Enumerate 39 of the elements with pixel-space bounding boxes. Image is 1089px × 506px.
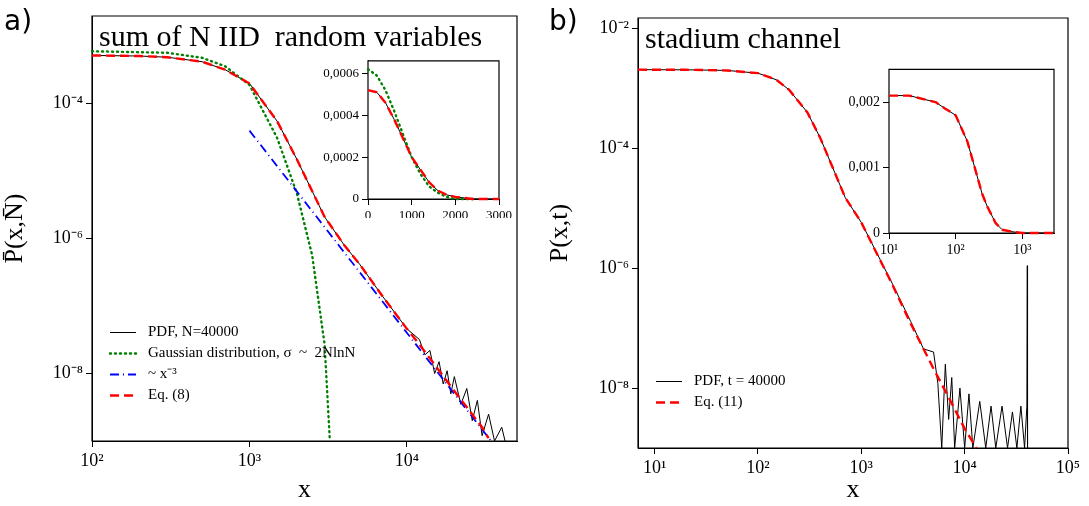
y-tick-label: 10⁻⁴: [598, 137, 629, 158]
legend-label: PDF, N=40000: [148, 323, 239, 340]
y-tick-label: 10⁻⁸: [598, 376, 629, 397]
text: a): [4, 4, 33, 37]
legend-label: Gaussian distribution, σ ~ 2NlnN: [148, 344, 356, 361]
x-axis-title: x: [298, 474, 311, 504]
y-tick-label: 10⁻⁸: [52, 362, 83, 383]
x-tick-label: 10²: [746, 456, 770, 477]
y-tick-label: 0: [873, 224, 880, 240]
y-tick-label: 0,001: [848, 159, 880, 175]
text: b): [549, 4, 578, 37]
x-tick-label: 10³: [849, 456, 874, 477]
x-tick-label: 10⁵: [1055, 456, 1081, 477]
x-tick-label: 10¹: [879, 242, 899, 258]
chart-title: sum of N IID random variables: [99, 19, 483, 52]
y-axis-title: P(x,t): [544, 203, 574, 263]
legend-label: PDF, t = 40000: [694, 372, 786, 389]
legend-label: ~ x⁻³: [148, 365, 178, 382]
y-tick-label: 10⁻²: [599, 17, 629, 38]
x-tick-label: 10²: [946, 242, 965, 258]
chart-title: stadium channel: [645, 21, 841, 54]
legend-label: Eq. (8): [148, 386, 190, 404]
y-tick-label: 0,002: [848, 93, 880, 109]
y-tick-label: 10⁻⁴: [52, 92, 83, 113]
y-axis-title: P̄(x,N̄): [0, 193, 29, 264]
y-tick-label: 0,0006: [323, 64, 360, 80]
x-tick-label: 10¹: [642, 456, 667, 477]
y-tick-label: 0: [352, 190, 359, 206]
y-tick-label: 0,0004: [323, 106, 360, 122]
y-tick-label: 10⁻⁶: [598, 256, 629, 277]
x-tick-label: 10⁴: [394, 449, 420, 470]
x-tick-label: 10³: [1013, 242, 1032, 258]
x-axis-title: x: [846, 474, 860, 504]
y-tick-label: 0,0002: [323, 148, 359, 164]
legend-label: Eq. (11): [694, 393, 743, 411]
x-tick-label: 10³: [237, 449, 262, 470]
y-tick-label: 10⁻⁶: [52, 227, 83, 248]
x-tick-label: 10⁴: [952, 456, 977, 477]
x-tick-label: 10²: [80, 449, 104, 470]
